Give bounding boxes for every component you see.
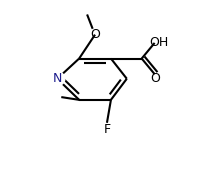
Circle shape	[50, 72, 65, 86]
Text: O: O	[90, 28, 100, 41]
Text: N: N	[53, 72, 62, 85]
Text: O: O	[151, 72, 161, 85]
Text: F: F	[103, 123, 111, 136]
Text: OH: OH	[149, 36, 169, 48]
